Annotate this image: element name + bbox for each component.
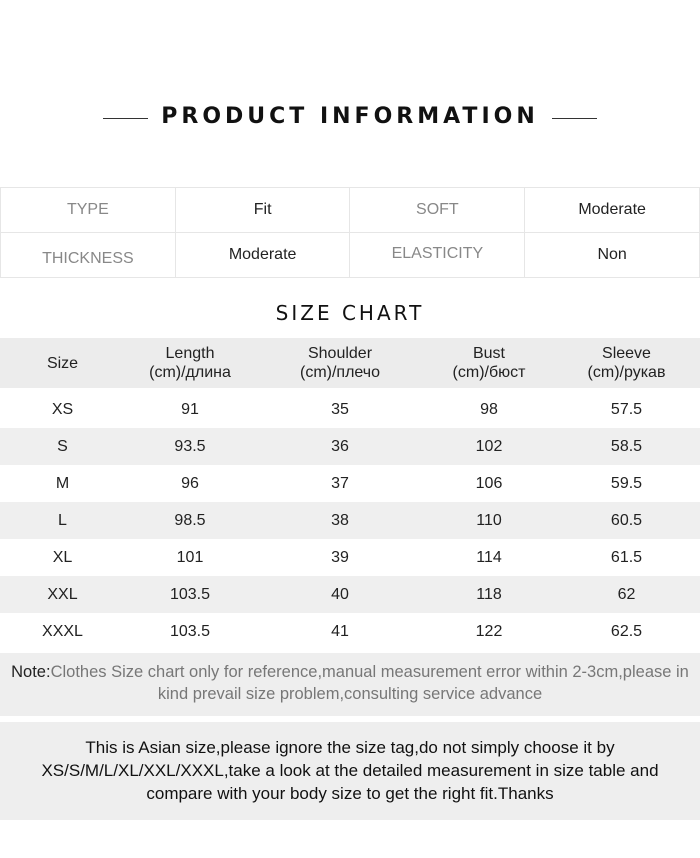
- size-label: XXL: [47, 586, 78, 603]
- info-row: THICKNESS Moderate ELASTICITY Non: [0, 232, 700, 278]
- table-cell: 62.5: [610, 623, 643, 640]
- column-header: Bust (cm)/бюст: [425, 344, 553, 382]
- table-cell: 122: [475, 623, 503, 640]
- size-note: Note:Clothes Size chart only for referen…: [0, 653, 700, 716]
- table-cell: 93.5: [174, 438, 206, 455]
- table-cell: 103.5: [169, 623, 211, 640]
- table-cell: 40: [331, 586, 349, 603]
- size-label: XL: [52, 549, 73, 566]
- info-row: TYPE Fit SOFT Moderate: [0, 187, 700, 233]
- size-chart-title: SIZE CHART: [275, 301, 425, 325]
- column-header-unit: (cm)/рукав: [587, 364, 666, 381]
- table-cell: 62: [617, 586, 636, 603]
- info-key: SOFT: [349, 187, 526, 233]
- table-cell: 114: [476, 549, 502, 566]
- info-value: Non: [524, 232, 700, 278]
- table-row: XS 91 35 98 57.5: [0, 391, 700, 428]
- table-cell: 101: [176, 549, 204, 566]
- table-cell: 91: [181, 401, 199, 418]
- table-cell: 98: [480, 401, 498, 418]
- table-cell: 58.5: [610, 438, 643, 455]
- table-row: XXXL 103.5 41 122 62.5: [0, 613, 700, 650]
- table-cell: 103.5: [169, 586, 211, 603]
- table-cell: 106: [475, 475, 503, 492]
- column-header-name: Shoulder: [307, 345, 373, 362]
- info-value: Fit: [174, 187, 351, 233]
- table-cell: 37: [331, 475, 349, 492]
- table-row: M 96 37 106 59.5: [0, 465, 700, 502]
- page-title: PRODUCT INFORMATION: [161, 104, 539, 129]
- table-cell: 41: [331, 623, 349, 640]
- column-header-unit: (cm)/длина: [149, 364, 231, 381]
- table-cell: 35: [331, 401, 349, 418]
- column-header-name: Bust: [472, 345, 505, 362]
- size-label: XS: [51, 401, 74, 418]
- table-cell: 102: [475, 438, 503, 455]
- size-label: M: [55, 475, 70, 492]
- header-row: Size Length (cm)/длина Shoulder (cm)/плечо Bu…: [0, 338, 700, 388]
- title-divider-left: [103, 118, 148, 119]
- table-cell: 118: [476, 586, 502, 603]
- size-label: S: [57, 438, 68, 455]
- info-key: THICKNESS: [0, 232, 176, 278]
- table-cell: 38: [331, 512, 349, 529]
- table-row: XXL 103.5 40 118 62: [0, 576, 700, 613]
- table-cell: 36: [331, 438, 349, 455]
- table-cell: 61.5: [610, 549, 643, 566]
- size-chart-table: Size Length (cm)/длина Shoulder (cm)/плечо Bu…: [0, 338, 700, 650]
- column-header: Length (cm)/длина: [125, 344, 255, 382]
- table-cell: 39: [331, 549, 349, 566]
- table-row: S 93.5 36 102 58.5: [0, 428, 700, 465]
- asian-size-notice: This is Asian size,please ignore the siz…: [0, 722, 700, 820]
- info-value: Moderate: [524, 187, 700, 233]
- table-cell: 57.5: [610, 401, 643, 418]
- column-header-name: Size: [46, 354, 79, 372]
- note-label: Note:: [11, 663, 51, 681]
- info-key: TYPE: [0, 187, 176, 233]
- size-label: XXXL: [42, 623, 83, 640]
- column-header-unit: (cm)/плечо: [299, 364, 381, 381]
- table-cell: 60.5: [610, 512, 643, 529]
- column-header-unit: (cm)/бюст: [452, 364, 526, 381]
- column-header: Shoulder (cm)/плечо: [255, 344, 425, 382]
- size-label: L: [58, 512, 67, 529]
- table-row: L 98.5 38 110 60.5: [0, 502, 700, 539]
- table-cell: 96: [181, 475, 199, 492]
- table-row: XL 101 39 114 61.5: [0, 539, 700, 576]
- table-cell: 59.5: [610, 475, 643, 492]
- column-header-name: Sleeve: [602, 345, 651, 362]
- info-value: Moderate: [174, 232, 351, 278]
- table-cell: 98.5: [174, 512, 206, 529]
- title-divider-right: [552, 118, 597, 119]
- column-header-name: Length: [165, 345, 215, 362]
- note-text: Clothes Size chart only for reference,ma…: [50, 663, 689, 703]
- info-key: ELASTICITY: [349, 232, 526, 278]
- product-info-table: TYPE Fit SOFT Moderate THICKNESS Moderat…: [0, 187, 700, 278]
- table-cell: 110: [476, 512, 502, 529]
- column-header: Sleeve (cm)/рукав: [553, 344, 700, 382]
- column-header: Size: [0, 354, 125, 373]
